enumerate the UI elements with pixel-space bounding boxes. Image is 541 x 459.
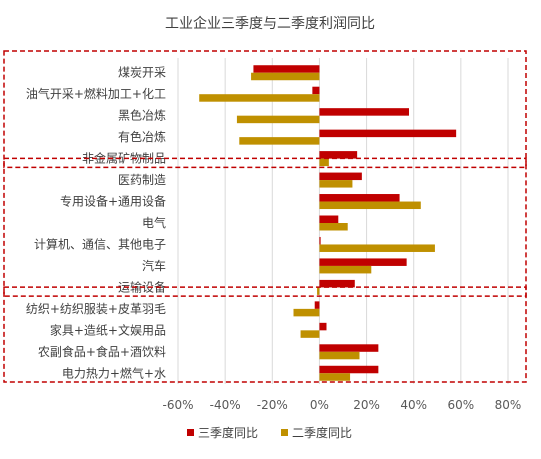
bar-q2-6 — [319, 201, 421, 210]
gridlines — [177, 58, 509, 384]
bar-q2-1 — [199, 94, 320, 102]
category-label: 专用设备+通用设备 — [60, 194, 166, 209]
bar-q3-9 — [319, 258, 407, 266]
bar-q3-5 — [319, 172, 362, 181]
category-label: 计算机、通信、其他电子 — [34, 236, 166, 251]
bar-q2-7 — [319, 223, 348, 231]
bar-q2-13 — [319, 351, 360, 360]
bar-q3-6 — [319, 194, 400, 202]
category-label: 农副食品+食品+酒饮料 — [38, 344, 166, 359]
bars — [199, 65, 457, 381]
bar-q3-1 — [312, 86, 320, 95]
group-box-1 — [3, 50, 527, 169]
bar-q2-9 — [319, 265, 372, 274]
category-label: 有色冶炼 — [118, 129, 166, 144]
category-label: 油气开采+燃料加工+化工 — [26, 86, 166, 101]
category-labels: 煤炭开采油气开采+燃料加工+化工黑色冶炼有色冶炼非金属矿物制品医药制造专用设备+… — [26, 66, 166, 381]
group-boxes — [3, 50, 527, 383]
bar-q3-2 — [319, 108, 409, 116]
x-tick-label: 0% — [310, 398, 329, 412]
category-label: 黑色冶炼 — [118, 108, 166, 123]
x-tick-label: 80% — [495, 398, 522, 412]
category-label: 纺织+纺织服装+皮革羽毛 — [26, 302, 166, 316]
bar-q2-12 — [300, 330, 320, 338]
bar-q3-0 — [253, 65, 320, 73]
bar-q2-3 — [239, 137, 320, 145]
x-tick-label: 20% — [353, 398, 380, 412]
bar-q3-7 — [319, 215, 339, 223]
bar-q2-4 — [319, 158, 329, 167]
bar-q2-14 — [319, 373, 351, 381]
bar-q2-0 — [251, 72, 320, 81]
legend-swatch — [281, 429, 288, 436]
category-label: 汽车 — [142, 258, 166, 273]
bar-q2-5 — [319, 180, 353, 188]
group-box-3 — [3, 286, 527, 383]
bar-q3-3 — [319, 129, 457, 138]
bar-q2-10 — [317, 287, 320, 295]
category-label: 家具+造纸+文娱用品 — [50, 322, 166, 337]
x-tick-label: -40% — [210, 398, 241, 412]
bar-q3-10 — [319, 279, 355, 288]
group-box-2 — [3, 157, 527, 297]
legend: 三季度同比 二季度同比 — [187, 425, 352, 440]
bar-q3-8 — [319, 236, 321, 245]
category-label: 医药制造 — [118, 173, 166, 187]
x-tick-label: 60% — [448, 398, 475, 412]
bar-q3-13 — [319, 344, 379, 352]
x-tick-label: -60% — [162, 398, 193, 412]
x-tick-label: -20% — [257, 398, 288, 412]
legend-label: 二季度同比 — [292, 425, 352, 440]
bar-q3-11 — [314, 301, 320, 309]
bar-q2-11 — [293, 308, 320, 317]
category-label: 非金属矿物制品 — [82, 151, 166, 166]
bar-q3-4 — [319, 151, 358, 159]
category-label: 电气 — [142, 215, 166, 230]
legend-swatch — [187, 429, 194, 436]
x-axis-tick-labels: -60% -40% -20% 0% 20% 40% 60% 80% — [162, 398, 521, 412]
bar-q3-14 — [319, 365, 379, 374]
category-label: 电力热力+燃气+水 — [62, 365, 166, 380]
chart-title: 工业企业三季度与二季度利润同比 — [165, 15, 375, 32]
bar-q2-2 — [236, 115, 320, 124]
bar-q3-12 — [319, 322, 327, 331]
category-label: 煤炭开采 — [118, 66, 166, 80]
legend-label: 三季度同比 — [198, 425, 258, 440]
x-tick-label: 40% — [400, 398, 427, 412]
bar-q2-8 — [319, 244, 435, 252]
